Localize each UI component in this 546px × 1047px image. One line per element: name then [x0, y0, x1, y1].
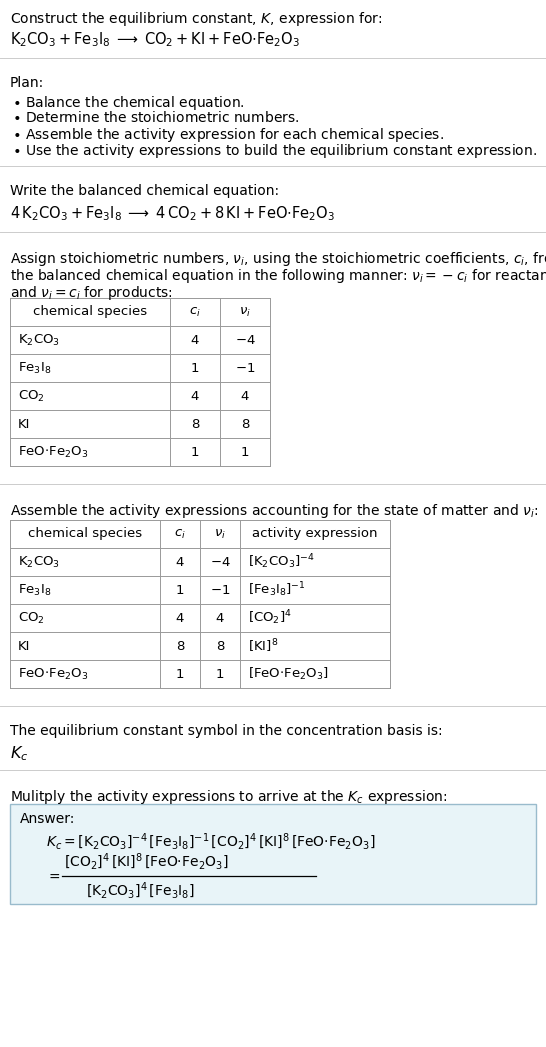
Text: 4: 4	[216, 611, 224, 624]
Text: $-1$: $-1$	[210, 583, 230, 597]
Text: 8: 8	[191, 418, 199, 430]
Text: $[\mathrm{CO_2}]^4\,[\mathrm{KI}]^8\,[\mathrm{FeO{\cdot}Fe_2O_3}]$: $[\mathrm{CO_2}]^4\,[\mathrm{KI}]^8\,[\m…	[64, 852, 229, 872]
Text: KI: KI	[18, 418, 31, 430]
Text: 1: 1	[216, 668, 224, 681]
Text: $c_i$: $c_i$	[189, 306, 201, 318]
Text: $\mathrm{4\,K_2CO_3 + Fe_3I_8 \;\longrightarrow\; 4\,CO_2 + 8\,KI + FeO{\cdot}Fe: $\mathrm{4\,K_2CO_3 + Fe_3I_8 \;\longrig…	[10, 204, 335, 223]
Text: $-4$: $-4$	[235, 334, 256, 347]
Text: $[\mathrm{Fe_3I_8}]^{-1}$: $[\mathrm{Fe_3I_8}]^{-1}$	[248, 581, 306, 599]
Text: Construct the equilibrium constant, $K$, expression for:: Construct the equilibrium constant, $K$,…	[10, 10, 383, 28]
Text: 1: 1	[191, 361, 199, 375]
Text: $K_c$: $K_c$	[10, 744, 28, 762]
Text: 1: 1	[191, 446, 199, 459]
Text: $=$: $=$	[46, 869, 61, 883]
Text: 4: 4	[176, 556, 184, 569]
Text: 4: 4	[191, 334, 199, 347]
Text: 8: 8	[176, 640, 184, 652]
Text: Assign stoichiometric numbers, $\nu_i$, using the stoichiometric coefficients, $: Assign stoichiometric numbers, $\nu_i$, …	[10, 250, 546, 268]
Text: 1: 1	[241, 446, 250, 459]
Text: $[\mathrm{K_2CO_3}]^4\,[\mathrm{Fe_3I_8}]$: $[\mathrm{K_2CO_3}]^4\,[\mathrm{Fe_3I_8}…	[86, 881, 195, 901]
Text: KI: KI	[18, 640, 31, 652]
Text: 8: 8	[241, 418, 249, 430]
Text: Answer:: Answer:	[20, 812, 75, 826]
Text: $\nu_i$: $\nu_i$	[239, 306, 251, 318]
Text: $[\mathrm{K_2CO_3}]^{-4}$: $[\mathrm{K_2CO_3}]^{-4}$	[248, 553, 314, 572]
Text: $\mathrm{CO_2}$: $\mathrm{CO_2}$	[18, 388, 45, 403]
Text: $\mathrm{Fe_3I_8}$: $\mathrm{Fe_3I_8}$	[18, 360, 51, 376]
Text: Plan:: Plan:	[10, 76, 44, 90]
Text: the balanced chemical equation in the following manner: $\nu_i = -c_i$ for react: the balanced chemical equation in the fo…	[10, 267, 546, 285]
Text: $\mathrm{K_2CO_3}$: $\mathrm{K_2CO_3}$	[18, 333, 60, 348]
Text: 4: 4	[176, 611, 184, 624]
Text: $\mathrm{FeO{\cdot}Fe_2O_3}$: $\mathrm{FeO{\cdot}Fe_2O_3}$	[18, 667, 88, 682]
Text: activity expression: activity expression	[252, 528, 378, 540]
Text: chemical species: chemical species	[33, 306, 147, 318]
Text: $\mathrm{FeO{\cdot}Fe_2O_3}$: $\mathrm{FeO{\cdot}Fe_2O_3}$	[18, 444, 88, 460]
Text: $\nu_i$: $\nu_i$	[214, 528, 226, 540]
Text: $[\mathrm{FeO{\cdot}Fe_2O_3}]$: $[\mathrm{FeO{\cdot}Fe_2O_3}]$	[248, 666, 329, 682]
Text: 1: 1	[176, 668, 184, 681]
Text: $-1$: $-1$	[235, 361, 255, 375]
Text: $-4$: $-4$	[210, 556, 230, 569]
Text: $\mathrm{Fe_3I_8}$: $\mathrm{Fe_3I_8}$	[18, 582, 51, 598]
Text: $\bullet$ Use the activity expressions to build the equilibrium constant express: $\bullet$ Use the activity expressions t…	[12, 142, 537, 160]
Text: 4: 4	[191, 389, 199, 402]
Text: $[\mathrm{CO_2}]^{4}$: $[\mathrm{CO_2}]^{4}$	[248, 608, 292, 627]
Text: $[\mathrm{KI}]^{8}$: $[\mathrm{KI}]^{8}$	[248, 638, 278, 654]
Text: $\bullet$ Determine the stoichiometric numbers.: $\bullet$ Determine the stoichiometric n…	[12, 110, 299, 125]
FancyBboxPatch shape	[10, 804, 536, 904]
Text: 4: 4	[241, 389, 249, 402]
Text: $\mathrm{K_2CO_3 + Fe_3I_8 \;\longrightarrow\; CO_2 + KI + FeO{\cdot}Fe_2O_3}$: $\mathrm{K_2CO_3 + Fe_3I_8 \;\longrighta…	[10, 30, 300, 49]
Text: and $\nu_i = c_i$ for products:: and $\nu_i = c_i$ for products:	[10, 284, 173, 302]
Text: 8: 8	[216, 640, 224, 652]
Text: Assemble the activity expressions accounting for the state of matter and $\nu_i$: Assemble the activity expressions accoun…	[10, 502, 538, 520]
Text: $\mathrm{K_2CO_3}$: $\mathrm{K_2CO_3}$	[18, 555, 60, 570]
Text: $\bullet$ Balance the chemical equation.: $\bullet$ Balance the chemical equation.	[12, 94, 245, 112]
Text: $K_c = [\mathrm{K_2CO_3}]^{-4}\,[\mathrm{Fe_3I_8}]^{-1}\,[\mathrm{CO_2}]^{4}\,[\: $K_c = [\mathrm{K_2CO_3}]^{-4}\,[\mathrm…	[46, 832, 376, 852]
Text: $\mathrm{CO_2}$: $\mathrm{CO_2}$	[18, 610, 45, 625]
Text: $\bullet$ Assemble the activity expression for each chemical species.: $\bullet$ Assemble the activity expressi…	[12, 126, 444, 144]
Text: Mulitply the activity expressions to arrive at the $K_c$ expression:: Mulitply the activity expressions to arr…	[10, 788, 447, 806]
Text: $c_i$: $c_i$	[174, 528, 186, 540]
Text: chemical species: chemical species	[28, 528, 142, 540]
Text: 1: 1	[176, 583, 184, 597]
Text: The equilibrium constant symbol in the concentration basis is:: The equilibrium constant symbol in the c…	[10, 723, 443, 738]
Text: Write the balanced chemical equation:: Write the balanced chemical equation:	[10, 184, 279, 198]
